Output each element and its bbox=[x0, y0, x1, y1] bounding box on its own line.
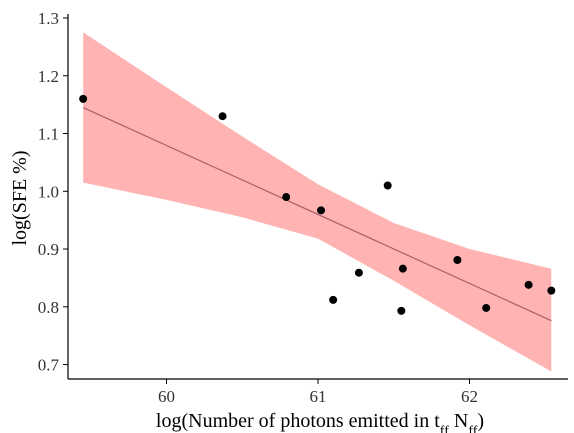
data-point-4 bbox=[317, 206, 326, 215]
data-point-10 bbox=[453, 256, 462, 265]
x-axis-title-end: ) bbox=[477, 410, 484, 432]
data-point-2 bbox=[218, 112, 227, 121]
data-point-11 bbox=[482, 303, 491, 312]
x-axis-title: log(Number of photons emitted in tff Nff… bbox=[156, 410, 484, 433]
y-tick-label-5: 1.1 bbox=[38, 125, 59, 144]
x-axis-title-main: log(Number of photons emitted in t bbox=[156, 410, 440, 432]
x-tick-label-2: 61 bbox=[310, 387, 327, 406]
data-point-1 bbox=[79, 94, 88, 103]
data-point-13 bbox=[547, 286, 556, 295]
confidence-band bbox=[83, 32, 552, 372]
data-point-9 bbox=[398, 264, 407, 273]
x-axis-ticks: 60 61 62 bbox=[158, 379, 478, 406]
y-tick-label-6: 1.2 bbox=[38, 67, 59, 86]
data-point-3 bbox=[282, 193, 291, 202]
data-point-5 bbox=[329, 295, 338, 304]
x-tick-label-3: 62 bbox=[461, 387, 478, 406]
y-tick-label-4: 1.0 bbox=[38, 182, 59, 201]
y-axis-title: log(SFE %) bbox=[9, 151, 31, 246]
x-tick-label-1: 60 bbox=[158, 387, 175, 406]
y-tick-label-3: 0.9 bbox=[38, 240, 59, 259]
data-points bbox=[79, 94, 556, 315]
data-point-8 bbox=[397, 306, 406, 315]
y-axis-ticks: 0.7 0.8 0.9 1.0 1.1 1.2 1.3 bbox=[38, 9, 68, 375]
x-axis-title-sub2: ff bbox=[468, 424, 477, 433]
data-point-12 bbox=[524, 280, 533, 289]
y-tick-label-7: 1.3 bbox=[38, 9, 59, 28]
y-tick-label-1: 0.7 bbox=[38, 356, 60, 375]
y-tick-label-2: 0.8 bbox=[38, 298, 59, 317]
data-point-6 bbox=[354, 268, 363, 277]
regression-line bbox=[82, 106, 552, 322]
data-point-7 bbox=[383, 181, 392, 190]
x-axis-title-sub1: ff bbox=[440, 424, 449, 433]
x-axis-title-mid: N bbox=[449, 410, 468, 432]
